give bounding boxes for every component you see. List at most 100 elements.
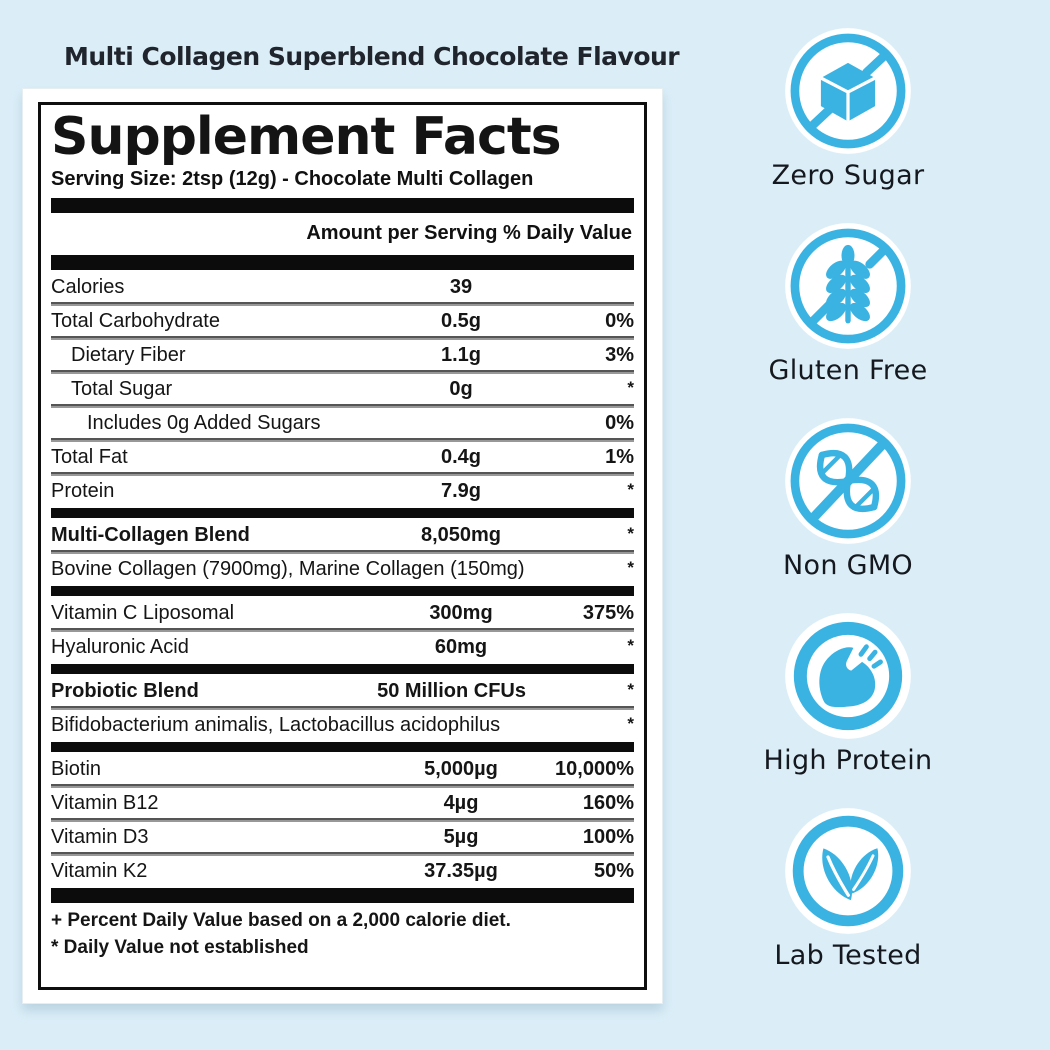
supplement-facts-heading: Supplement Facts (51, 107, 562, 167)
footnote-daily-value: + Percent Daily Value based on a 2,000 c… (51, 910, 511, 932)
footnote-not-established: * Daily Value not established (51, 937, 309, 959)
row-separator (51, 404, 634, 409)
badge-high-protein: High Protein (764, 611, 933, 776)
row-separator (51, 336, 634, 341)
row-daily-value: 100% (582, 825, 634, 848)
table-row: Bovine Collagen (7900mg), Marine Collage… (51, 555, 634, 583)
table-row: Hyaluronic Acid 60mg * (51, 633, 634, 661)
row-separator (51, 370, 634, 375)
section-divider-bar (51, 508, 634, 519)
row-label: Bifidobacterium animalis, Lactobacillus … (51, 713, 501, 736)
table-row: Vitamin D3 5µg 100% (51, 823, 634, 851)
row-label: Vitamin K2 (51, 859, 148, 882)
badge-gluten-free: Gluten Free (768, 221, 927, 386)
serving-size-line: Serving Size: 2tsp (12g) - Chocolate Mul… (51, 168, 534, 191)
row-amount: 37.35µg (424, 859, 498, 882)
table-row: Multi-Collagen Blend 8,050mg * (51, 521, 634, 549)
row-daily-value: 160% (582, 791, 634, 814)
row-daily-value: * (627, 713, 634, 733)
table-row: Vitamin C Liposomal 300mg 375% (51, 599, 634, 627)
row-daily-value: * (627, 557, 634, 577)
row-label: Dietary Fiber (71, 343, 186, 366)
row-amount: 7.9g (440, 479, 482, 502)
badge-label: Lab Tested (774, 940, 922, 971)
footnotes: + Percent Daily Value based on a 2,000 c… (51, 910, 634, 959)
page-title: Multi Collagen Superblend Chocolate Flav… (64, 42, 680, 71)
supplement-facts-panel: Supplement Facts Serving Size: 2tsp (12g… (22, 88, 663, 1004)
row-separator (51, 302, 634, 307)
row-amount: 4µg (443, 791, 479, 814)
row-amount: 0.5g (440, 309, 482, 332)
section-divider-bar (51, 742, 634, 753)
table-row: Vitamin K2 37.35µg 50% (51, 857, 634, 885)
row-separator (51, 852, 634, 857)
row-label: Hyaluronic Acid (51, 635, 189, 658)
badge-lab-tested: Lab Tested (774, 806, 921, 971)
row-label: Total Sugar (71, 377, 173, 400)
row-label: Vitamin B12 (51, 791, 159, 814)
table-row: Total Sugar 0g * (51, 375, 634, 403)
row-daily-value: 3% (605, 343, 634, 366)
row-amount: 60mg (434, 635, 488, 658)
row-label: Bovine Collagen (7900mg), Marine Collage… (51, 557, 525, 580)
row-daily-value: * (627, 523, 634, 543)
no-wheat-icon (783, 221, 913, 351)
row-label: Total Carbohydrate (51, 309, 220, 332)
row-daily-value: 0% (605, 309, 634, 332)
flexed-bicep-icon (783, 611, 913, 741)
badge-zero-sugar: Zero Sugar (772, 26, 925, 191)
table-row: Total Carbohydrate 0.5g 0% (51, 307, 634, 335)
no-sugar-cube-icon (783, 26, 913, 156)
section-divider-bar (51, 888, 634, 904)
table-row: Vitamin B12 4µg 160% (51, 789, 634, 817)
row-daily-value: * (627, 479, 634, 499)
supplement-facts-border-box: Supplement Facts Serving Size: 2tsp (12g… (38, 102, 647, 990)
row-label: Calories (51, 275, 125, 298)
row-label: Protein (51, 479, 115, 502)
row-separator (51, 784, 634, 789)
table-row: Protein 7.9g * (51, 477, 634, 505)
table-row: Includes 0g Added Sugars 0% (51, 409, 634, 437)
row-label: Vitamin D3 (51, 825, 149, 848)
badge-label: Non GMO (783, 550, 913, 581)
feature-badges: Zero Sugar (742, 26, 954, 1001)
section-divider-bar (51, 586, 634, 597)
leaves-icon (783, 806, 913, 936)
table-row: Bifidobacterium animalis, Lactobacillus … (51, 711, 634, 739)
row-daily-value: * (627, 377, 634, 397)
badge-non-gmo: Non GMO (783, 416, 913, 581)
row-amount: 39 (449, 275, 473, 298)
section-divider-bar (51, 255, 634, 271)
badge-label: Gluten Free (768, 355, 928, 386)
row-separator (51, 818, 634, 823)
row-amount: 300mg (429, 601, 493, 624)
section-divider-bar (51, 664, 634, 675)
table-row: Calories 39 (51, 273, 634, 301)
table-row: Total Fat 0.4g 1% (51, 443, 634, 471)
no-dna-icon (783, 416, 913, 546)
row-amount: 1.1g (440, 343, 482, 366)
table-row: Dietary Fiber 1.1g 3% (51, 341, 634, 369)
row-label: Multi-Collagen Blend (51, 523, 250, 546)
row-daily-value: 10,000% (555, 757, 634, 780)
row-amount: 8,050mg (420, 523, 502, 546)
row-amount: 50 Million CFUs (377, 679, 526, 702)
row-daily-value: 1% (605, 445, 634, 468)
row-separator (51, 550, 634, 555)
table-row: Probiotic Blend 50 Million CFUs * (51, 677, 634, 705)
badge-label: High Protein (763, 745, 933, 776)
row-separator (51, 628, 634, 633)
facts-table: Amount per Serving % Daily Value Calories… (51, 198, 634, 904)
row-amount: 0.4g (440, 445, 482, 468)
row-amount: 0g (449, 377, 473, 400)
row-label: Biotin (51, 757, 102, 780)
row-separator (51, 706, 634, 711)
row-amount: 5µg (443, 825, 479, 848)
row-daily-value: 0% (605, 411, 634, 434)
row-label: Includes 0g Added Sugars (87, 411, 321, 434)
row-separator (51, 472, 634, 477)
column-header: Amount per Serving % Daily Value (306, 222, 632, 245)
row-label: Probiotic Blend (51, 679, 199, 702)
row-daily-value: 50% (593, 859, 634, 882)
row-label: Vitamin C Liposomal (51, 601, 235, 624)
